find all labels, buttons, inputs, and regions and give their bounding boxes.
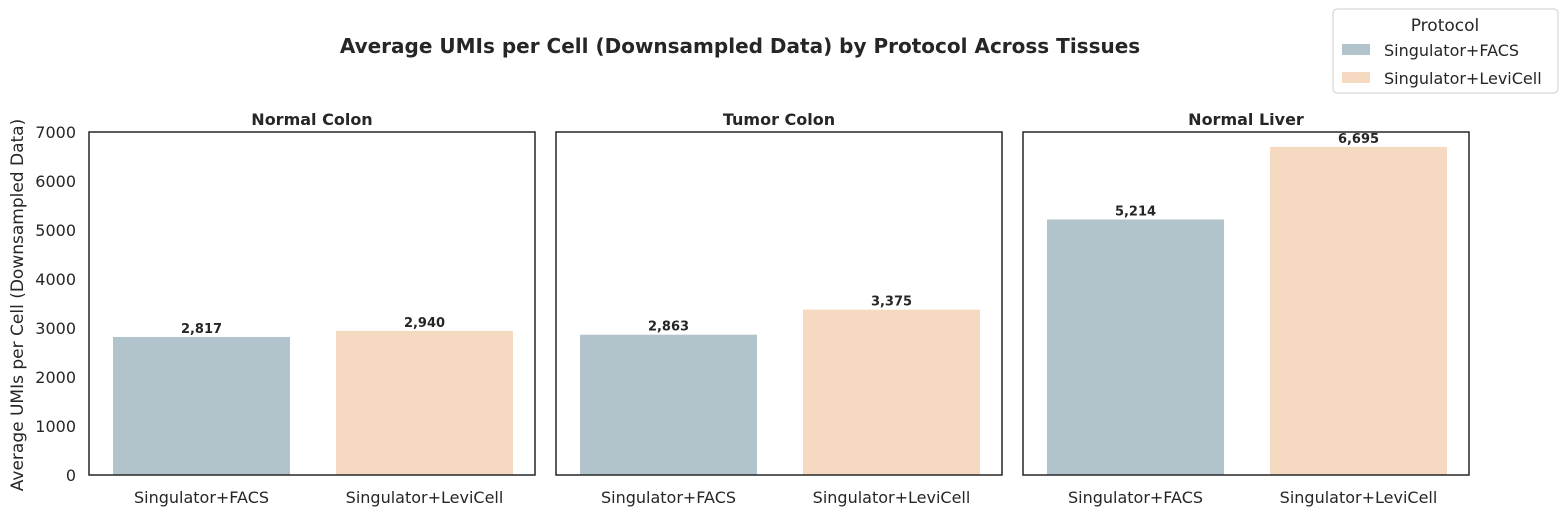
chart-panels: Normal Colon 2,817 Singulator+FACS 2,940 Sin… <box>35 110 1470 507</box>
legend-swatch <box>1342 44 1370 55</box>
y-axis-label: Average UMIs per Cell (Downsampled Data) <box>8 119 28 491</box>
y-tick-label: 5000 <box>35 221 76 240</box>
x-tick-label: Singulator+FACS <box>601 488 736 507</box>
bar-singulator-levicell <box>1270 146 1447 475</box>
y-tick-label: 3000 <box>35 319 76 338</box>
y-tick-label: 0 <box>66 466 76 485</box>
x-tick-label: Singulator+LeviCell <box>813 488 971 507</box>
bar-value-label: 6,695 <box>1338 132 1379 147</box>
bar-value-label: 2,940 <box>404 316 445 331</box>
panel-normal-liver: Normal Liver 5,214 Singulator+FACS 6,695 Sin… <box>1022 110 1470 507</box>
legend-swatch <box>1342 72 1370 83</box>
y-tick-label: 1000 <box>35 417 76 436</box>
panel-title: Tumor Colon <box>723 110 835 129</box>
panel-title: Normal Colon <box>251 110 372 129</box>
bar-value-label: 2,863 <box>648 320 689 335</box>
legend-box <box>1332 8 1559 94</box>
panel-frame <box>555 131 1003 476</box>
panel-tumor-colon: Tumor Colon 2,863 Singulator+FACS 3,375 Sing… <box>555 110 1003 507</box>
bar-value-label: 2,817 <box>181 322 222 337</box>
panel-title: Normal Liver <box>1188 110 1304 129</box>
y-tick-label: 6000 <box>35 172 76 191</box>
legend-label: Singulator+LeviCell <box>1384 69 1542 88</box>
x-tick-label: Singulator+FACS <box>134 488 269 507</box>
legend-label: Singulator+FACS <box>1384 41 1519 60</box>
panel-frame <box>1022 131 1470 476</box>
bar-singulator-facs <box>1047 219 1224 475</box>
bar-singulator-levicell <box>803 309 980 475</box>
chart-title: Average UMIs per Cell (Downsampled Data)… <box>340 34 1140 58</box>
legend-title: Protocol <box>1411 16 1480 36</box>
bar-singulator-levicell <box>336 330 513 475</box>
y-tick-label: 2000 <box>35 368 76 387</box>
y-tick-label: 4000 <box>35 270 76 289</box>
panel-frame <box>88 131 536 476</box>
bar-singulator-facs <box>113 336 290 475</box>
x-tick-label: Singulator+LeviCell <box>1280 488 1438 507</box>
bar-value-label: 3,375 <box>871 295 912 310</box>
x-tick-label: Singulator+LeviCell <box>346 488 504 507</box>
bar-singulator-facs <box>580 334 757 475</box>
y-tick-label: 7000 <box>35 123 76 142</box>
x-tick-label: Singulator+FACS <box>1068 488 1203 507</box>
panel-normal-colon: Normal Colon 2,817 Singulator+FACS 2,940 Sin… <box>35 110 536 507</box>
legend: Protocol Singulator+FACS Singulator+LeviCe… <box>1332 8 1559 94</box>
bar-value-label: 5,214 <box>1115 205 1156 220</box>
